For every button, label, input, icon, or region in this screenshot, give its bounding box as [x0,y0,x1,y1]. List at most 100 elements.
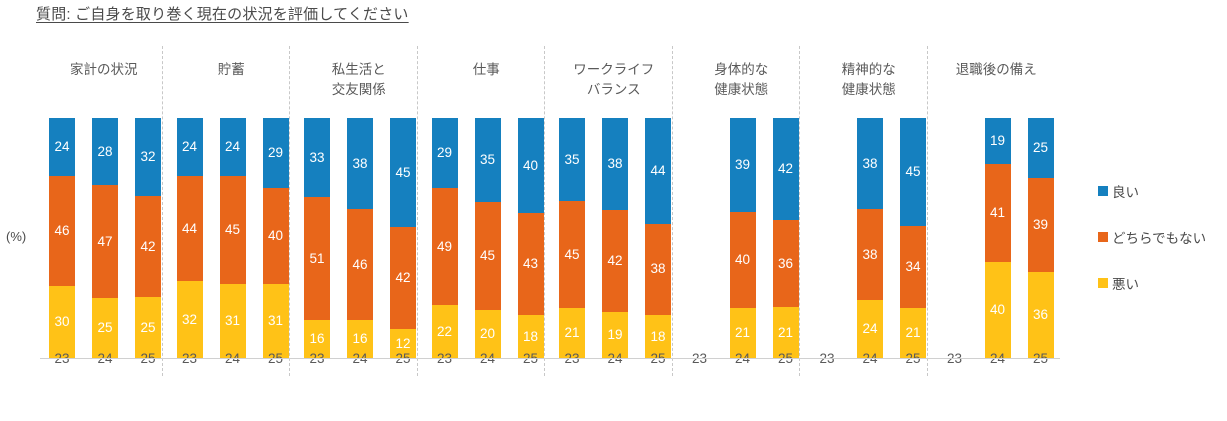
chart-plot-area: 家計の状況 24 46 30 23 28 47 25 24 32 42 25 25 貯蓄 24 44 32 23 2… [40,46,1060,376]
bar-segment-neutral: 44 [176,175,203,282]
stacked-bar[interactable]: 33 51 16 [304,118,330,359]
bar-segment-value: 16 [352,331,368,347]
group-label: 仕事 [472,62,500,77]
bar-segment-value: 35 [564,151,580,167]
bar-segment-neutral: 45 [474,202,501,310]
group-separator [799,46,800,376]
legend-swatch-icon [1098,278,1108,288]
group-label: 貯蓄 [217,62,245,77]
bar-segment-good: 42 [772,118,799,220]
bar-segment-value: 32 [181,311,198,327]
stacked-bar[interactable]: 39 40 21 [729,118,756,358]
bar-segment-good: 45 [390,118,416,228]
bar-segment-value: 18 [650,328,666,344]
bar-slot: 35 45 20 24 [474,118,501,366]
bar-segment-bad: 40 [984,262,1011,358]
bar-segment-value: 31 [267,313,284,329]
bar-segment-good: 24 [49,118,75,176]
stacked-bar[interactable]: 24 46 30 [49,118,75,358]
bar-segment-bad: 32 [176,281,203,358]
legend-label: 悪い [1112,277,1139,292]
bar-segment-value: 29 [267,145,284,161]
legend-item[interactable]: 悪い [1098,260,1223,306]
bar-segment-neutral: 40 [729,211,756,308]
chart-group: 貯蓄 24 44 32 23 24 45 31 24 29 40 31 25 [168,46,296,376]
bar-segment-neutral: 34 [900,226,926,308]
x-axis-line [40,358,1060,359]
group-label: 精神的な 健康状態 [841,62,896,97]
bar-segment-value: 36 [777,255,794,271]
bar-segment-value: 42 [777,161,794,177]
stacked-bar[interactable]: 38 46 16 [347,118,373,359]
bar-segment-good: 29 [431,118,458,188]
stacked-bar[interactable]: 19 41 40 [984,118,1011,358]
stacked-bar[interactable]: 40 43 18 [517,118,544,358]
bar-segment-value: 40 [989,302,1006,318]
stacked-bar[interactable]: 25 39 36 [1027,118,1054,358]
bar-segment-value: 45 [564,246,580,262]
stacked-bar[interactable]: 38 42 19 [602,118,628,358]
group-label: ワークライフ バランス [573,62,655,97]
bar-segment-good: 24 [219,118,246,176]
bar-segment-bad: 16 [347,319,373,359]
stacked-bar[interactable]: 45 34 21 [900,118,926,358]
chart-group: ワークライフ バランス 35 45 21 23 38 42 19 24 44 38 18 25 [550,46,678,376]
bar-segment-good: 45 [900,118,926,226]
bar-segment-neutral: 45 [219,175,246,284]
bar-segment-good: 25 [1027,118,1054,178]
stacked-bar[interactable]: 32 42 25 [135,118,161,358]
group-label: 家計の状況 [70,62,138,77]
stacked-bar[interactable]: 44 38 18 [645,118,671,358]
bar-segment-good: 24 [176,118,203,176]
bar-segment-value: 25 [1032,140,1049,156]
bar-segment-good: 33 [304,118,330,198]
group-separator [416,46,418,376]
bar-slot: 25 39 36 25 [1027,118,1054,366]
group-separator [926,46,928,376]
bar-segment-neutral: 42 [135,195,161,298]
group-label: 身体的な 健康状態 [714,62,769,97]
stacked-bar[interactable]: 42 36 21 [772,118,799,358]
bar-slot: 24 44 32 23 [176,118,203,366]
legend-item[interactable]: どちらでもない [1098,214,1223,260]
bar-segment-value: 20 [479,326,496,342]
stacked-bar[interactable]: 45 42 12 [390,118,416,358]
bar-segment-neutral: 47 [92,185,118,298]
bar-segment-neutral: 41 [984,163,1011,262]
bar-segment-bad: 16 [304,319,330,359]
bar-segment-neutral: 38 [857,209,883,301]
stacked-bar[interactable]: 24 45 31 [219,118,246,358]
stacked-bar[interactable]: 35 45 21 [559,118,585,359]
stacked-bar[interactable]: 29 49 22 [431,118,458,358]
stacked-bar[interactable]: 29 40 31 [262,118,289,358]
group-label: 退職後の備え [955,62,1037,77]
bar-slot: 23 [814,118,840,366]
bar-slot: 32 42 25 25 [135,118,161,366]
bar-segment-value: 47 [97,233,113,249]
bar-segment-value: 44 [650,163,666,179]
bar-segment-neutral: 39 [1027,178,1054,272]
bar-slot: 29 49 22 23 [431,118,458,366]
bar-segment-bad: 25 [92,298,118,358]
stacked-bar[interactable]: 28 47 25 [92,118,118,358]
bar-segment-value: 40 [522,157,539,173]
bar-segment-value: 12 [395,335,411,351]
bar-segment-value: 44 [181,220,198,236]
bar-slot: 29 40 31 25 [262,118,289,366]
chart-legend: 良い どちらでもない悪い [1098,168,1223,306]
bar-segment-value: 41 [989,205,1006,221]
stacked-bar[interactable]: 24 44 32 [176,118,203,358]
bar-slot: 44 38 18 25 [645,118,671,366]
bar-segment-neutral: 40 [262,187,289,284]
bar-slot: 24 45 31 24 [219,118,246,366]
bar-slot: 33 51 16 23 [304,118,330,366]
bar-segment-value: 24 [181,139,198,155]
group-separator [161,46,163,376]
legend-item[interactable]: 良い [1098,168,1223,214]
group-separator [289,46,290,376]
stacked-bar[interactable]: 35 45 20 [474,118,501,358]
stacked-bar[interactable]: 38 38 24 [857,118,883,358]
bar-segment-value: 40 [267,227,284,243]
bar-slot: 42 36 21 25 [772,118,799,366]
bar-segment-value: 51 [309,250,325,266]
